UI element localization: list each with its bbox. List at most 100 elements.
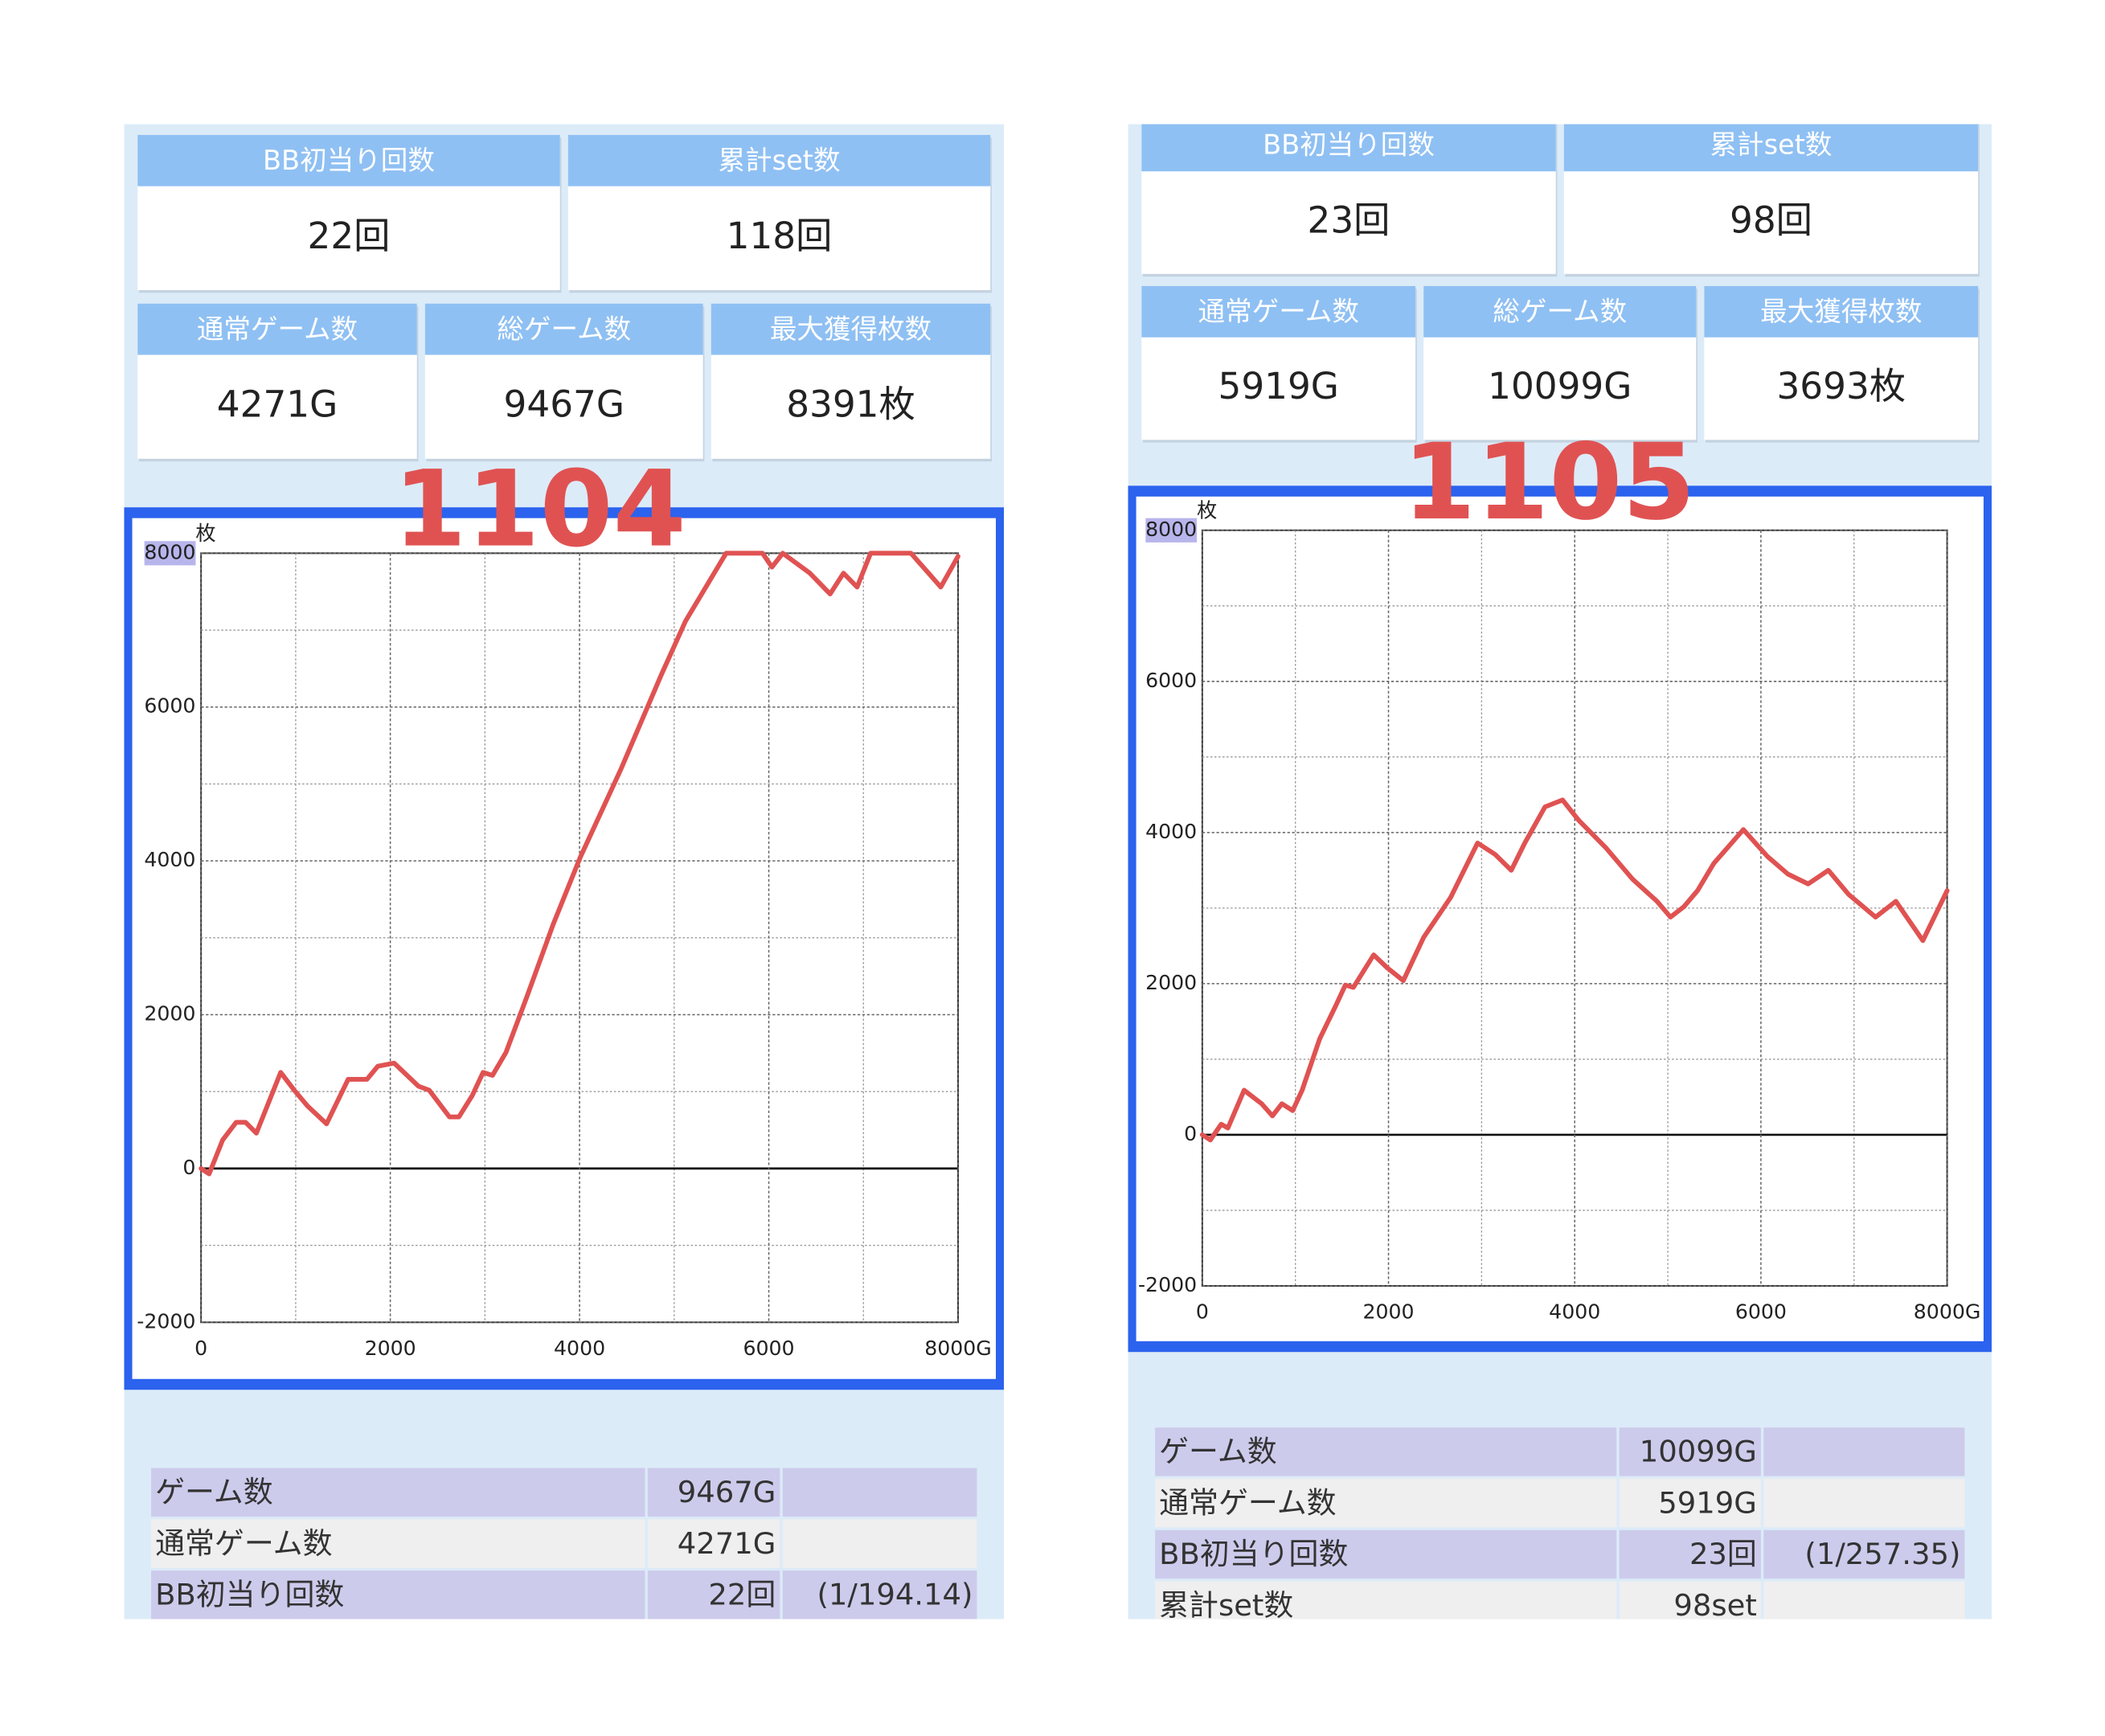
- y-tick-label: 4000: [144, 848, 195, 871]
- table-cell: [647, 1570, 780, 1619]
- card-value: 8391枚: [786, 383, 915, 426]
- table-text: BB初当り回数: [1159, 1537, 1348, 1571]
- table-cell: [782, 1570, 977, 1619]
- card-value: 3693枚: [1776, 365, 1906, 407]
- card-value: 22回: [307, 215, 390, 257]
- card-header: [137, 303, 417, 355]
- tick-highlight: [1145, 518, 1198, 542]
- data-line: [1199, 797, 1950, 1143]
- y-tick-label: 6000: [144, 694, 195, 718]
- table-text: (1/257.35): [1804, 1537, 1960, 1571]
- x-tick-label: 4000: [554, 1337, 605, 1360]
- card-header: [1141, 124, 1556, 172]
- table-cell: [151, 1468, 645, 1517]
- y-tick-label: 8000: [1145, 518, 1197, 541]
- table-cell: [1619, 1427, 1761, 1476]
- y-tick-label: 0: [182, 1156, 195, 1179]
- table-text: ゲーム数: [1159, 1435, 1277, 1469]
- table-cell: [1763, 1427, 1965, 1476]
- table-cell: [1155, 1581, 1617, 1619]
- table-cell: [1763, 1479, 1965, 1528]
- card-value: 23回: [1308, 199, 1390, 242]
- table-text: ゲーム数: [155, 1475, 273, 1509]
- card-value: 4271G: [217, 383, 338, 426]
- table-text: 10099G: [1640, 1435, 1757, 1469]
- card-label: 総ゲーム数: [497, 313, 631, 345]
- table-cell: [1155, 1479, 1617, 1528]
- y-tick-label: 2000: [1145, 971, 1197, 994]
- table-cell: [1619, 1581, 1761, 1619]
- card-header: [711, 303, 991, 355]
- table-text: (1/194.14): [817, 1578, 973, 1612]
- y-tick-label: -2000: [137, 1309, 195, 1333]
- table-cell: [1155, 1427, 1617, 1476]
- card-header: [1423, 285, 1697, 338]
- x-tick-label: 2000: [1363, 1300, 1415, 1324]
- card-value: 10099G: [1488, 365, 1632, 407]
- axis-unit: 枚: [195, 522, 215, 545]
- panel-label: 1104: [393, 448, 686, 571]
- card-label: 最大獲得枚数: [770, 313, 932, 345]
- card-label: 最大獲得枚数: [1760, 296, 1922, 327]
- table-cell: [782, 1519, 977, 1568]
- table-cell: [782, 1468, 977, 1517]
- table-text: 9467G: [678, 1475, 776, 1509]
- table-text: 4271G: [678, 1526, 776, 1561]
- card-header: [567, 134, 991, 186]
- card-label: 総ゲーム数: [1493, 296, 1627, 327]
- card-header: [1141, 285, 1416, 338]
- x-tick-label: 6000: [1735, 1300, 1787, 1324]
- x-tick-label: 2000: [365, 1337, 416, 1360]
- tick-highlight: [144, 541, 196, 566]
- table-text: 23回: [1689, 1537, 1757, 1571]
- card-value: 9467G: [504, 383, 625, 426]
- y-tick-label: 4000: [1145, 820, 1197, 843]
- table-text: 98set: [1673, 1588, 1756, 1623]
- table-cell: [1155, 1529, 1617, 1579]
- x-tick-label: 8000G: [1914, 1300, 1981, 1324]
- table-text: BB初当り回数: [155, 1578, 344, 1612]
- table-cell: [1619, 1529, 1761, 1579]
- card-label: 通常ゲーム数: [1198, 296, 1359, 327]
- card-header: [137, 134, 560, 186]
- x-tick-label: 0: [195, 1337, 207, 1360]
- card-label: 通常ゲーム数: [197, 313, 358, 345]
- card-header: [424, 303, 703, 355]
- y-tick-label: 8000: [144, 540, 195, 563]
- table-cell: [151, 1519, 645, 1568]
- table-text: 5919G: [1658, 1485, 1757, 1520]
- table-cell: [647, 1468, 780, 1517]
- panel: BB初当り回数23回累計set数98回通常ゲーム数5919G総ゲーム数10099…: [1128, 124, 1992, 1623]
- card-label: BB初当り回数: [263, 145, 435, 176]
- x-tick-label: 4000: [1549, 1300, 1600, 1324]
- x-tick-label: 0: [1196, 1300, 1209, 1324]
- card-value: 118回: [727, 215, 833, 257]
- table-cell: [1763, 1581, 1965, 1619]
- table-text: 22回: [708, 1578, 776, 1612]
- card-value: 98回: [1730, 199, 1812, 242]
- axis-unit: 枚: [1197, 498, 1217, 522]
- card-header: [1563, 124, 1979, 172]
- y-tick-label: 2000: [144, 1001, 195, 1025]
- x-tick-label: 6000: [743, 1337, 794, 1360]
- card-label: BB初当り回数: [1263, 129, 1435, 161]
- table-cell: [647, 1519, 780, 1568]
- card-value: 5919G: [1218, 365, 1338, 407]
- table-cell: [1619, 1479, 1761, 1528]
- card-label: 累計set数: [1710, 129, 1832, 161]
- data-line: [199, 551, 960, 1177]
- table-cell: [1763, 1529, 1965, 1579]
- x-tick-label: 8000G: [924, 1337, 992, 1360]
- y-tick-label: -2000: [1138, 1273, 1197, 1296]
- table-text: 累計set数: [1159, 1588, 1293, 1623]
- y-tick-label: 0: [1184, 1122, 1197, 1145]
- card-label: 累計set数: [719, 145, 841, 176]
- card-header: [1704, 285, 1979, 338]
- y-tick-label: 6000: [1145, 669, 1197, 692]
- table-text: 通常ゲーム数: [1159, 1485, 1336, 1520]
- table-text: 通常ゲーム数: [155, 1526, 332, 1561]
- table-cell: [151, 1570, 645, 1619]
